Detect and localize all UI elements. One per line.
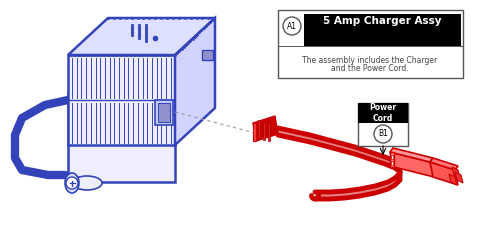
Polygon shape [430, 162, 458, 185]
Polygon shape [390, 148, 433, 162]
Text: Power
Cord: Power Cord [370, 103, 396, 123]
Polygon shape [278, 128, 400, 199]
Polygon shape [268, 123, 270, 141]
Circle shape [283, 17, 301, 35]
Polygon shape [263, 122, 265, 140]
Text: and the Power Cord.: and the Power Cord. [331, 64, 409, 73]
Polygon shape [449, 174, 457, 185]
Polygon shape [175, 18, 215, 145]
Circle shape [66, 177, 78, 189]
Polygon shape [391, 155, 393, 159]
Polygon shape [455, 172, 463, 183]
Bar [304, 14, 461, 46]
Polygon shape [452, 167, 460, 178]
Polygon shape [390, 152, 394, 167]
Polygon shape [391, 161, 393, 165]
Circle shape [374, 125, 392, 143]
Polygon shape [202, 50, 213, 60]
Text: The assembly includes the Charger: The assembly includes the Charger [302, 55, 438, 64]
Polygon shape [430, 158, 458, 170]
Bar [358, 103, 408, 146]
Polygon shape [68, 18, 215, 55]
Ellipse shape [72, 176, 102, 190]
Text: A1: A1 [287, 22, 297, 31]
Ellipse shape [65, 173, 79, 193]
Polygon shape [253, 123, 256, 141]
Polygon shape [258, 120, 260, 138]
Polygon shape [390, 152, 434, 177]
Polygon shape [68, 55, 175, 145]
Polygon shape [68, 92, 175, 182]
Polygon shape [155, 100, 173, 125]
Text: 5 Amp Charger Assy: 5 Amp Charger Assy [323, 16, 442, 26]
Polygon shape [158, 103, 170, 122]
Polygon shape [253, 116, 278, 141]
Text: B1: B1 [378, 129, 388, 138]
Bar [278, 10, 463, 78]
Bar [358, 103, 408, 123]
